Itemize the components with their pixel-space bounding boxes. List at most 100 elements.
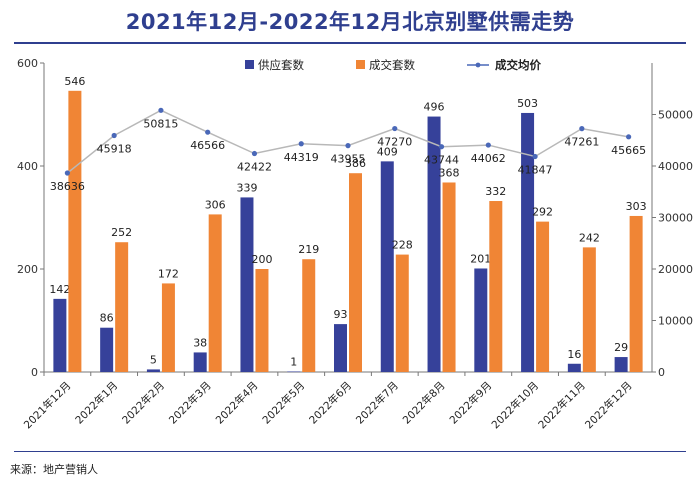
line-label-price: 45665 (611, 144, 646, 157)
bar-supply (427, 116, 441, 372)
bar-deal (255, 269, 269, 372)
bar-label-supply: 1 (290, 355, 297, 368)
bar-label-deal: 368 (439, 166, 460, 179)
title-divider (14, 42, 686, 44)
bar-supply (240, 197, 254, 372)
line-label-price: 43744 (424, 154, 459, 167)
x-tick-label: 2021年12月 (21, 379, 73, 431)
bar-label-deal: 303 (626, 200, 647, 213)
source-note: 来源：地产营销人 (10, 463, 98, 476)
bar-label-deal: 306 (205, 198, 226, 211)
line-label-price: 50815 (143, 117, 178, 130)
y-tick-label-right: 40000 (658, 160, 693, 173)
bar-deal (161, 283, 175, 372)
y-tick-label-right: 0 (658, 366, 665, 379)
bar-supply (146, 369, 160, 372)
line-label-price: 44062 (471, 152, 506, 165)
legend-label-supply: 供应套数 (258, 58, 304, 72)
bar-label-deal: 219 (298, 243, 319, 256)
line-point-price (64, 170, 70, 176)
bar-supply (614, 357, 628, 372)
line-label-price: 38636 (50, 180, 85, 193)
y-tick-label-right: 30000 (658, 212, 693, 225)
bar-supply (567, 363, 581, 372)
bar-deal (302, 259, 316, 372)
legend-label-deal: 成交套数 (369, 58, 415, 72)
line-label-price: 45918 (97, 143, 132, 156)
y-tick-label-right: 10000 (658, 315, 693, 328)
bar-supply (100, 327, 114, 372)
bar-supply (334, 324, 347, 372)
bar-label-deal: 242 (579, 231, 600, 244)
chart-title: 2021年12月-2022年12月北京别墅供需走势 (125, 10, 575, 34)
bar-label-supply: 142 (49, 283, 70, 296)
line-point-price (298, 141, 304, 147)
y-tick-label-left: 0 (31, 366, 38, 379)
line-label-price: 46566 (190, 139, 225, 152)
x-tick-label: 2022年7月 (353, 379, 401, 427)
x-tick-label: 2022年4月 (213, 379, 261, 427)
line-label-price: 47261 (564, 136, 599, 149)
bar-label-deal: 546 (64, 75, 85, 88)
y-tick-label-left: 400 (17, 160, 38, 173)
line-label-price: 47270 (377, 136, 412, 149)
y-tick-label-right: 50000 (658, 109, 693, 122)
bar-label-supply: 339 (236, 181, 257, 194)
line-label-price: 44319 (284, 151, 319, 164)
bar-label-supply: 86 (100, 312, 114, 325)
bar-deal (629, 215, 643, 372)
x-tick-label: 2022年11月 (536, 379, 588, 431)
bar-label-supply: 503 (517, 97, 538, 110)
bar-label-deal: 172 (158, 267, 179, 280)
x-tick-label: 2022年3月 (166, 379, 214, 427)
bar-label-deal: 252 (111, 226, 132, 239)
line-point-price (392, 125, 398, 132)
line-point-price (345, 143, 351, 149)
bar-supply (193, 352, 207, 372)
bar-deal (489, 201, 503, 372)
bar-label-deal: 386 (345, 157, 366, 170)
bar-label-supply: 5 (150, 353, 157, 366)
x-tick-label: 2022年6月 (306, 379, 354, 427)
bar-label-deal: 200 (251, 253, 272, 266)
line-label-price: 42422 (237, 161, 272, 174)
x-tick-label: 2022年12月 (582, 379, 634, 431)
line-label-price: 43955 (331, 153, 366, 166)
x-tick-label: 2022年2月 (119, 379, 167, 427)
line-label-price: 41847 (518, 163, 553, 176)
legend-label-price: 成交均价 (495, 58, 541, 72)
bar-deal (349, 173, 362, 372)
bar-label-deal: 228 (392, 239, 413, 252)
bar-deal (208, 214, 222, 372)
bar-supply (53, 298, 67, 372)
bar-deal (582, 247, 596, 372)
bar-label-supply: 38 (193, 336, 207, 349)
bar-label-supply: 409 (377, 145, 398, 158)
line-point-price (111, 132, 117, 139)
line-point-price (438, 144, 445, 150)
bar-label-supply: 201 (470, 252, 491, 265)
line-point-price (579, 126, 585, 132)
legend-swatch-supply (245, 60, 254, 69)
bar-label-deal: 332 (485, 185, 506, 198)
legend-marker-price (475, 62, 481, 68)
bar-label-supply: 496 (424, 101, 445, 114)
line-point-price (485, 142, 491, 148)
line-point-price (626, 134, 632, 140)
line-point-price (205, 129, 211, 135)
bar-deal (536, 221, 550, 372)
bar-label-supply: 29 (614, 341, 628, 354)
bar-label-supply: 93 (334, 308, 348, 321)
legend-swatch-deal (356, 60, 365, 69)
bar-label-deal: 292 (532, 206, 553, 219)
line-point-price (532, 153, 538, 160)
x-tick-label: 2022年5月 (260, 379, 308, 427)
y-tick-label-left: 600 (17, 57, 38, 70)
bar-supply (287, 371, 301, 373)
bar-supply (380, 161, 394, 372)
bar-label-supply: 16 (567, 348, 581, 361)
y-tick-label-right: 20000 (658, 263, 693, 276)
bar-deal (115, 242, 129, 372)
bar-deal (68, 90, 82, 372)
